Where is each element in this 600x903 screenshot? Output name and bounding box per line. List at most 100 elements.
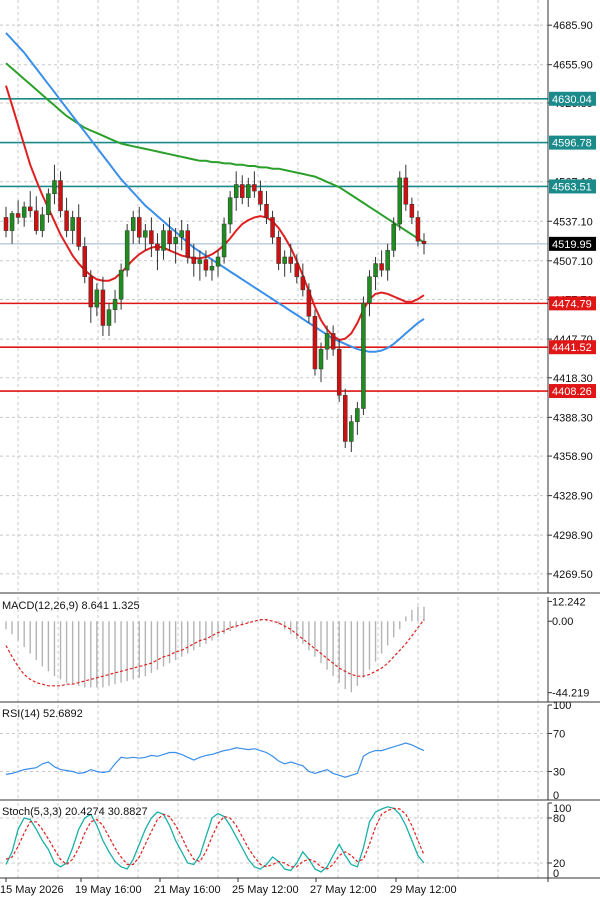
xaxis-tick-label: 25 May 12:00 <box>232 884 299 896</box>
candle-body <box>167 230 172 245</box>
moving-average-line <box>5 85 425 342</box>
candle-body <box>282 256 287 264</box>
level-label-box <box>549 91 596 106</box>
xaxis-tick-label: 29 May 12:00 <box>390 884 457 896</box>
rsi-tick-label: 100 <box>553 700 571 712</box>
xaxis-tick-label: 19 May 16:00 <box>75 884 142 896</box>
candle-body <box>112 298 118 310</box>
level-label: 4563.51 <box>552 181 592 193</box>
candle-body <box>252 184 257 192</box>
candle-body <box>58 180 63 212</box>
level-label: 4408.26 <box>552 386 592 398</box>
price-tick-label: 4358.90 <box>553 451 593 463</box>
level-label: 4596.78 <box>552 138 592 150</box>
candle-body <box>40 214 45 231</box>
candle-body <box>118 269 124 300</box>
candle-body <box>270 217 275 238</box>
stoch-tick-label: 100 <box>553 803 571 815</box>
candle-body <box>264 204 269 218</box>
price-tick-label: 4507.10 <box>553 256 593 268</box>
candle-body <box>88 276 94 308</box>
candle-body <box>82 246 88 277</box>
level-label-box <box>549 135 596 150</box>
candle-body <box>161 230 166 251</box>
candle-body <box>149 230 154 245</box>
candle-body <box>349 421 354 442</box>
moving-average-line <box>5 62 425 244</box>
price-tick-label: 4388.30 <box>553 412 593 424</box>
candle-body <box>221 223 227 258</box>
xaxis-tick-label: 21 May 16:00 <box>154 884 221 896</box>
candle-body <box>391 223 396 251</box>
rsi-tick-label: 0 <box>553 790 559 802</box>
price-tick-label: 4685.90 <box>553 20 593 32</box>
candle-body <box>373 263 378 277</box>
candle-body <box>397 177 403 225</box>
rsi-tick-label: 30 <box>553 767 565 779</box>
moving-average-line <box>5 32 425 353</box>
candle-body <box>179 230 184 238</box>
stoch-tick-label: 0 <box>553 868 559 880</box>
candle-body <box>209 265 215 271</box>
candle-body <box>100 289 106 326</box>
candle-body <box>330 333 336 350</box>
current-price-label: 4519.95 <box>552 239 592 251</box>
grid-layer <box>0 0 548 878</box>
candle-body <box>203 259 209 271</box>
candle-body <box>355 408 360 422</box>
candle-body <box>130 217 136 231</box>
candle-body <box>312 316 318 370</box>
price-tick-label: 4418.30 <box>553 373 593 385</box>
candle-body <box>385 250 390 271</box>
xaxis-tick-label: 15 May 2026 <box>0 884 64 896</box>
price-tick-label: 4655.90 <box>553 60 593 72</box>
candle-body <box>21 206 27 218</box>
price-tick-label: 4269.50 <box>553 569 593 581</box>
stoch-tick-label: 20 <box>553 858 565 870</box>
candle-body <box>288 256 293 264</box>
stoch-k-line <box>5 806 425 873</box>
price-tick-label: 4328.90 <box>553 491 593 503</box>
candle-body <box>367 276 372 304</box>
candle-body <box>294 263 300 277</box>
ma-layer <box>5 32 425 353</box>
level-layer <box>0 97 548 392</box>
macd-label: MACD(12,26,9) 8.641 1.325 <box>2 600 140 612</box>
candle-body <box>27 206 33 212</box>
candle-body <box>379 263 384 271</box>
candle-layer <box>3 164 427 452</box>
level-label-box <box>549 384 596 399</box>
level-label-box <box>549 179 596 194</box>
candle-body <box>258 190 263 205</box>
level-label-box <box>549 340 596 355</box>
candle-body <box>403 177 409 205</box>
candle-body <box>173 236 178 245</box>
rsi-line <box>5 742 425 778</box>
rsi-tick-label: 70 <box>553 729 565 741</box>
stoch-d-line <box>5 807 425 870</box>
candle-body <box>46 193 51 216</box>
price-tick-label: 4537.10 <box>553 216 593 228</box>
price-tick-label: 4298.90 <box>553 530 593 542</box>
candle-body <box>276 236 281 264</box>
macd-tick-label: 0.00 <box>552 616 573 628</box>
candle-body <box>143 230 148 238</box>
candle-body <box>409 204 415 218</box>
stoch-label: Stoch(5,3,3) 20.4274 30.8827 <box>2 806 148 818</box>
candle-body <box>34 210 39 231</box>
candle-body <box>415 217 421 242</box>
candle-body <box>155 243 160 251</box>
candle-body <box>306 289 312 317</box>
candle-body <box>185 230 190 258</box>
candle-body <box>421 240 427 245</box>
candle-body <box>233 184 239 198</box>
candle-body <box>64 210 69 231</box>
candle-body <box>191 256 197 264</box>
level-label-box <box>549 296 596 311</box>
frame-layer <box>0 0 600 882</box>
stoch-tick-label: 80 <box>553 813 565 825</box>
candle-body <box>318 348 324 370</box>
candle-body <box>197 259 203 264</box>
